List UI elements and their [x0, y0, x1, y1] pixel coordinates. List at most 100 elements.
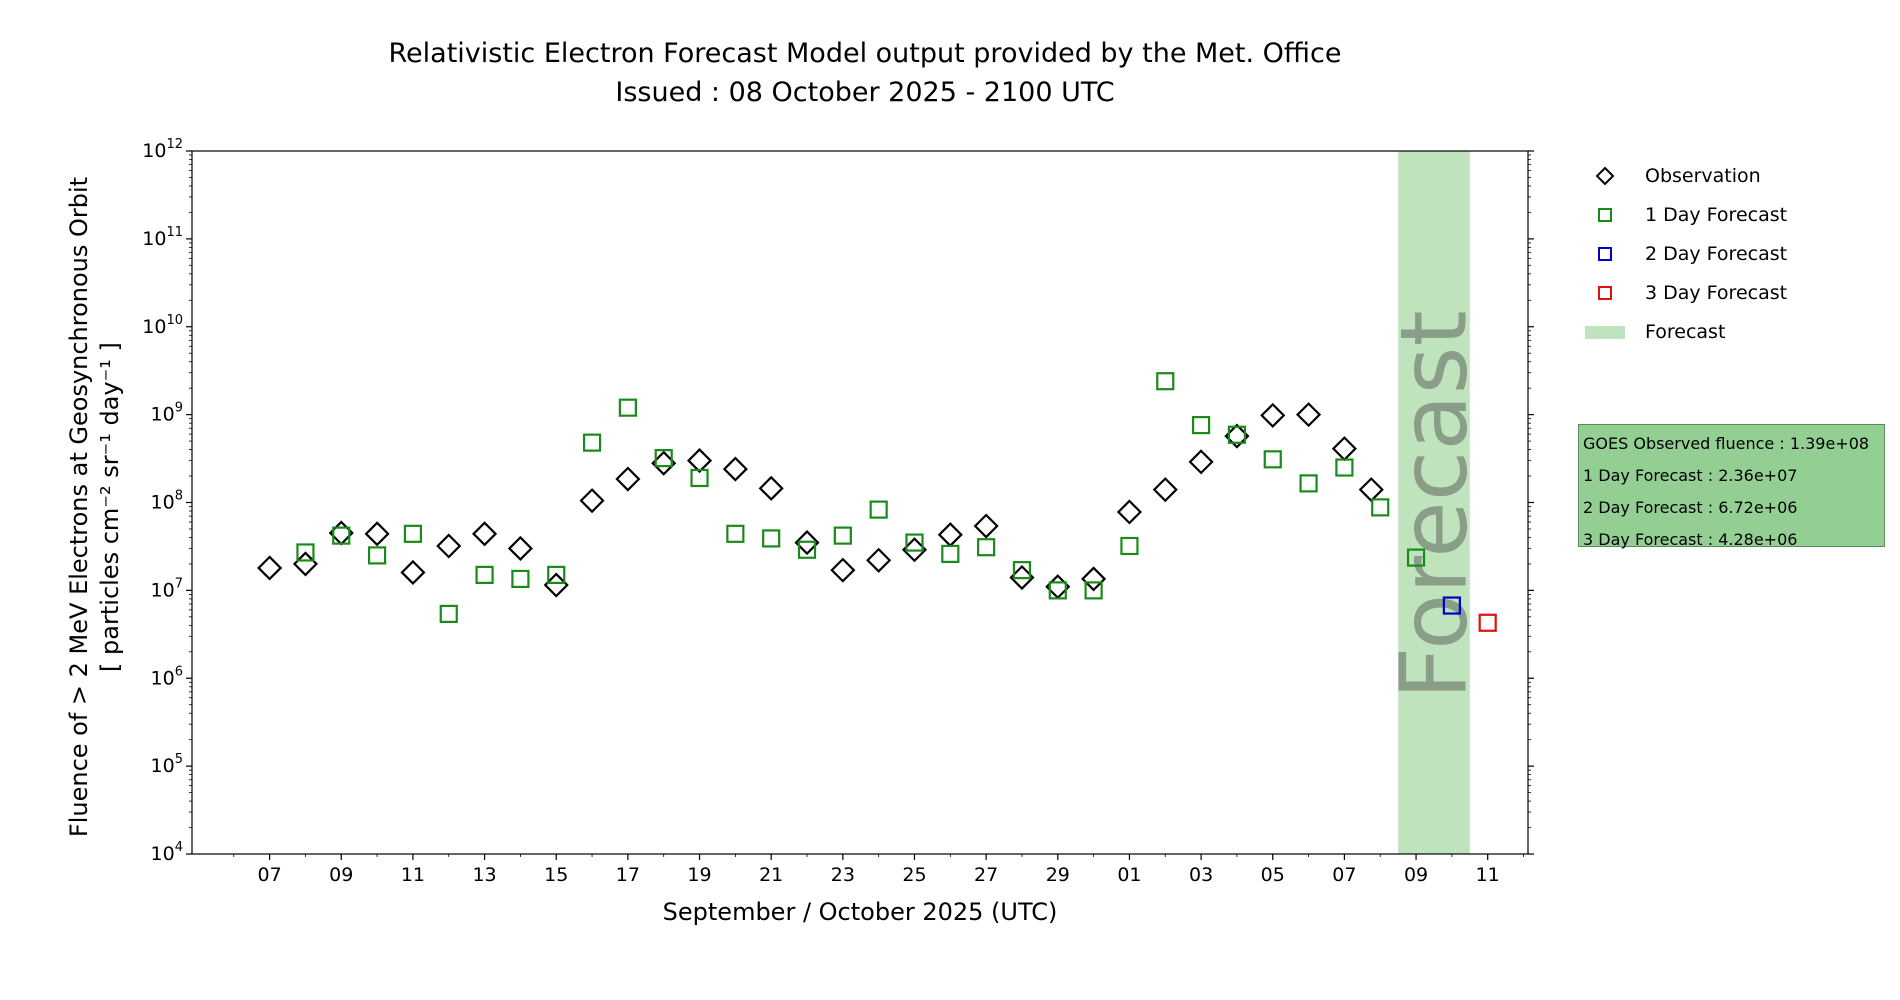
observation-point	[436, 533, 462, 559]
legend-item: Forecast	[1585, 316, 1805, 355]
1-day-forecast-point	[1191, 415, 1211, 435]
x-tick-label: 21	[759, 864, 783, 886]
2-day-forecast-point	[1442, 596, 1461, 615]
1-day-forecast-point	[618, 398, 637, 417]
1-day-forecast-point	[1156, 372, 1175, 391]
observation-point	[400, 559, 426, 585]
1-day-forecast-point	[833, 526, 852, 545]
observation-point	[866, 547, 892, 573]
1-day-forecast-point	[1120, 536, 1139, 556]
legend-square-icon	[1598, 208, 1612, 222]
chart-title: Relativistic Electron Forecast Model out…	[388, 38, 1342, 69]
1-day-forecast-point	[332, 526, 351, 545]
y-axis-label-line2: [ particles cm⁻² sr⁻¹ day⁻¹ ]	[96, 342, 124, 672]
y-tick-label: 107	[151, 576, 183, 601]
x-tick-label: 11	[1476, 864, 1500, 886]
1-day-forecast-point	[977, 538, 996, 557]
x-tick-label: 09	[1404, 864, 1428, 886]
legend-item: 3 Day Forecast	[1585, 277, 1805, 316]
1-day-forecast-point	[726, 524, 745, 543]
observation-point	[1188, 449, 1214, 475]
forecast-region-label: Forecast	[1380, 310, 1487, 699]
1-day-forecast-point	[941, 544, 960, 564]
legend-patch-icon	[1585, 326, 1625, 339]
1-day-forecast-point	[654, 449, 673, 468]
legend-square-icon	[1598, 247, 1612, 261]
observation-point	[364, 521, 390, 547]
stats-observed: GOES Observed fluence : 1.39e+08	[1583, 434, 1870, 453]
observation-point	[1260, 402, 1286, 428]
x-axis-label: September / October 2025 (UTC)	[662, 898, 1058, 926]
1-day-forecast-point	[403, 524, 423, 543]
observation-point	[507, 535, 533, 562]
1-day-forecast-point	[511, 569, 530, 589]
1-day-forecast-point	[797, 540, 817, 559]
x-tick-label: 19	[687, 864, 711, 886]
observation-point	[830, 557, 856, 583]
observation-point	[722, 456, 748, 482]
1-day-forecast-point	[547, 565, 566, 585]
1-day-forecast-point	[1335, 458, 1354, 477]
1-day-forecast-point	[905, 533, 924, 552]
x-tick-label: 29	[1046, 864, 1070, 886]
1-day-forecast-point	[296, 543, 315, 562]
1-day-forecast-point	[1371, 498, 1390, 517]
x-tick-label: 07	[258, 864, 282, 886]
1-day-forecast-point	[1299, 474, 1318, 493]
observation-point	[1116, 499, 1142, 525]
x-tick-label: 15	[544, 864, 568, 886]
1-day-forecast-point	[367, 546, 387, 565]
y-tick-label: 106	[151, 664, 183, 689]
x-tick-label: 11	[401, 864, 425, 886]
observation-point	[579, 488, 605, 514]
x-tick-label: 25	[902, 864, 926, 886]
plot-frame	[191, 150, 1529, 855]
observation-point	[1081, 566, 1107, 592]
observation-point	[973, 513, 999, 539]
1-day-forecast-point	[869, 500, 888, 519]
1-day-forecast-point	[439, 604, 458, 623]
x-tick-label: 23	[831, 864, 855, 886]
observation-point	[1152, 477, 1178, 503]
legend-square-icon	[1598, 286, 1612, 300]
1-day-forecast-point	[1263, 450, 1282, 469]
observation-point	[1358, 477, 1384, 503]
y-tick-label: 109	[151, 401, 183, 426]
x-tick-label: 05	[1261, 864, 1285, 886]
legend-label: 3 Day Forecast	[1645, 282, 1788, 304]
3-day-forecast-point	[1478, 613, 1497, 632]
legend-label: Forecast	[1645, 321, 1726, 343]
stats-day2: 2 Day Forecast : 6.72e+06	[1583, 498, 1798, 517]
observation-point	[615, 466, 641, 492]
1-day-forecast-point	[762, 529, 781, 548]
x-tick-label: 13	[472, 864, 496, 886]
1-day-forecast-point	[582, 433, 602, 452]
observation-point	[758, 475, 784, 501]
legend-label: Observation	[1645, 165, 1761, 187]
stats-day3: 3 Day Forecast : 4.28e+06	[1583, 530, 1798, 549]
1-day-forecast-point	[1084, 581, 1103, 600]
x-tick-label: 27	[974, 864, 998, 886]
observation-point	[257, 555, 283, 581]
y-tick-label: 108	[151, 489, 183, 514]
x-tick-label: 17	[616, 864, 640, 886]
observation-point	[1296, 402, 1322, 428]
y-tick-label: 1012	[142, 137, 183, 162]
legend-item: 2 Day Forecast	[1585, 238, 1805, 277]
stats-day1: 1 Day Forecast : 2.36e+07	[1583, 466, 1798, 485]
legend-label: 2 Day Forecast	[1645, 243, 1788, 265]
y-axis-label: Fluence of > 2 MeV Electrons at Geosynch…	[64, 177, 126, 837]
x-tick-label: 07	[1332, 864, 1356, 886]
y-tick-label: 104	[151, 840, 183, 865]
observation-point	[1331, 436, 1357, 462]
forecast-region	[1398, 151, 1470, 854]
y-axis-label-line1: Fluence of > 2 MeV Electrons at Geosynch…	[65, 176, 93, 838]
observation-point	[937, 522, 963, 548]
legend-label: 1 Day Forecast	[1645, 204, 1788, 226]
observation-point	[472, 521, 498, 547]
chart-subtitle: Issued : 08 October 2025 - 2100 UTC	[615, 77, 1115, 108]
y-tick-label: 1010	[142, 313, 183, 338]
legend-diamond-icon	[1595, 166, 1615, 186]
1-day-forecast-point	[1012, 561, 1032, 580]
observation-point	[686, 448, 713, 474]
